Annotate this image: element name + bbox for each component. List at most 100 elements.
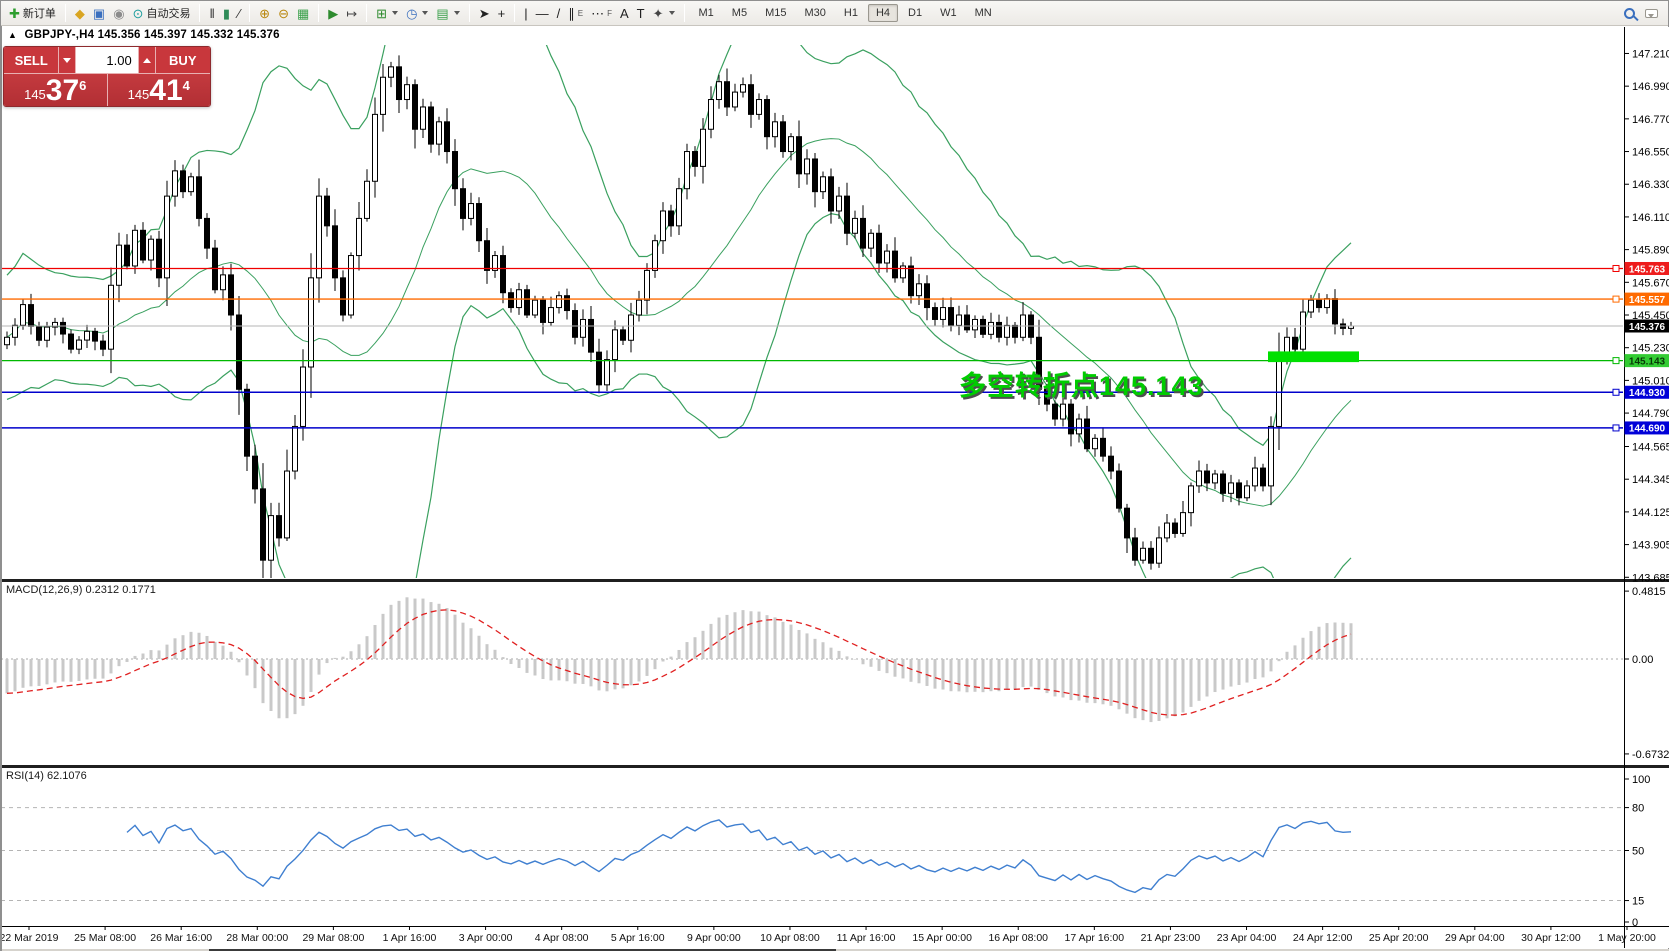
price-axis-labels: 145.763 145.557 145.143 144.930 144.690 145.3… [1624,261,1669,435]
pane-separator[interactable] [1,765,1669,768]
svg-text:144.790: 144.790 [1632,408,1669,420]
auto-trading-button[interactable]: ⊙ 自动交易 [129,3,195,23]
svg-text:144.565: 144.565 [1632,442,1669,454]
svg-text:143.905: 143.905 [1632,540,1669,552]
svg-text:30 Apr 12:00: 30 Apr 12:00 [1521,932,1581,944]
trend-line-icon-button[interactable]: / [553,5,565,22]
vertical-line-icon-button[interactable]: | [520,5,531,22]
periods-icon: ◷ [406,5,418,21]
horizontal-line-icon-button[interactable]: — [532,5,553,22]
svg-text:24 Apr 12:00: 24 Apr 12:00 [1293,932,1353,944]
new-order-button[interactable]: ✚ 新订单 [5,3,60,23]
profiles-icon-button[interactable]: ◆ [71,5,89,22]
buy-price-prefix: 145 [127,87,150,102]
channel-icon-button[interactable]: ∥ E [568,5,584,21]
text-label-icon-button[interactable]: T [633,5,649,22]
svg-text:144.930: 144.930 [1629,388,1666,399]
svg-text:3 Apr 00:00: 3 Apr 00:00 [459,932,513,944]
timeframe-m15-button[interactable]: M15 [765,7,787,19]
new-window-icon-button[interactable]: ▣ [89,5,109,22]
bar-chart-icon-button[interactable]: ‖ [205,5,218,22]
candlestick-series [4,55,1354,578]
svg-text:1 May 20:00: 1 May 20:00 [1598,932,1656,944]
svg-text:100: 100 [1632,774,1650,786]
cursor-icon-button[interactable]: ➤ [475,5,494,22]
svg-text:16 Apr 08:00: 16 Apr 08:00 [988,932,1048,944]
svg-text:-0.6732: -0.6732 [1632,749,1669,761]
buy-button[interactable]: BUY [155,47,210,73]
fibonacci-icon-button[interactable]: ⋯ F [591,5,612,21]
new-order-icon: ✚ [9,5,20,21]
macd-signal-line [6,609,1352,716]
text-icon-button[interactable]: A [616,5,633,22]
volume-increase-button[interactable] [137,47,156,73]
timeframe-w1-button[interactable]: W1 [940,7,957,19]
timeframe-mn-button[interactable]: MN [974,7,992,19]
svg-text:146.110: 146.110 [1632,212,1669,224]
svg-text:144.125: 144.125 [1632,507,1669,519]
svg-text:145.557: 145.557 [1629,295,1666,306]
svg-text:26 Mar 16:00: 26 Mar 16:00 [150,932,212,944]
hline-handle-145.763[interactable] [1612,264,1620,272]
chat-icon[interactable] [1645,8,1658,18]
bar-chart-icon: ‖ [209,5,215,21]
svg-text:0.00: 0.00 [1632,654,1653,666]
svg-text:146.330: 146.330 [1632,179,1669,191]
hline-handle-145.557[interactable] [1612,295,1620,303]
hline-handle-144.690[interactable] [1612,424,1620,432]
timeframe-m5-button[interactable]: M5 [731,7,748,19]
profiles-icon: ◆ [74,5,85,21]
svg-text:28 Mar 00:00: 28 Mar 00:00 [226,932,288,944]
candle-chart-icon-button[interactable]: ▮ [219,5,234,22]
buy-price[interactable]: 145 41 4 [107,74,210,107]
signal-icon-button[interactable]: ◉ [109,5,128,22]
toolbar-separator [318,4,320,22]
toolbar-separator [249,4,251,22]
new-chart-icon-button[interactable]: ⊞ [372,5,402,22]
svg-text:21 Apr 23:00: 21 Apr 23:00 [1141,932,1201,944]
new-chart-icon: ⊞ [376,5,388,21]
timeframe-h1-button[interactable]: H1 [843,7,858,19]
horizontal-scrollbar-thumb[interactable] [209,949,836,951]
svg-text:145.763: 145.763 [1629,264,1666,275]
templates-icon-button[interactable]: ▤ [432,5,463,22]
toolbar: ✚ 新订单 ◆ ▣ ◉ ⊙ 自动交易 ‖ ▮ ∕ ⊕ ⊖ ▦ ▶ ↦ ⊞ ◷ ▤ ➤ + | — / ∥ E ⋯ F A T ✦ M1 M5 M… [1,1,1668,26]
pane-separator[interactable] [1,579,1669,582]
timeframe-d1-button[interactable]: D1 [908,7,923,19]
buy-price-digits: 41 [149,74,183,107]
chart-shift-icon-button[interactable]: ↦ [342,5,361,22]
svg-text:17 Apr 16:00: 17 Apr 16:00 [1065,932,1125,944]
volume-decrease-button[interactable] [58,47,77,73]
current-price-label [1624,319,1669,333]
timeframe-h4-button[interactable]: H4 [867,4,898,22]
zoom-in-icon-button[interactable]: ⊕ [255,5,274,22]
price-axis: 147.210 146.990 146.770 146.550 146.330 146.1… [1624,48,1669,584]
hline-handle-145.143[interactable] [1612,357,1620,365]
symbol-bar: ▲ GBPJPY-,H4 145.356 145.397 145.332 145… [8,29,280,41]
shapes-icon-button[interactable]: ✦ [649,5,679,22]
sell-button[interactable]: SELL [4,47,59,73]
sell-price-pip: 6 [79,78,87,93]
auto-scroll-icon: ▶ [328,5,339,21]
periods-icon-button[interactable]: ◷ [402,5,432,22]
volume-input[interactable]: 1.00 [76,47,138,73]
auto-scroll-icon-button[interactable]: ▶ [324,5,342,22]
line-chart-icon-button[interactable]: ∕ [234,5,244,22]
zoom-out-icon-button[interactable]: ⊖ [274,5,293,22]
toolbar-separator [64,4,66,22]
zoom-in-icon: ⊕ [259,5,271,21]
search-icon[interactable] [1624,7,1635,19]
tile-windows-icon-button[interactable]: ▦ [293,5,313,22]
timeframe-m1-button[interactable]: M1 [698,7,714,19]
svg-text:144.345: 144.345 [1632,474,1669,486]
timeframe-m30-button[interactable]: M30 [804,7,826,19]
sell-price[interactable]: 145 37 6 [4,74,108,106]
templates-icon: ▤ [436,5,449,21]
crosshair-icon-button[interactable]: + [494,5,510,22]
hline-handle-144.930[interactable] [1612,388,1620,396]
collapse-icon[interactable]: ▲ [8,30,18,40]
svg-text:80: 80 [1632,803,1644,815]
chart-annotation-text[interactable]: 多空转折点145.143 [959,371,1204,401]
highlight-zone[interactable] [1268,351,1359,363]
text-label-icon: T [636,5,645,21]
